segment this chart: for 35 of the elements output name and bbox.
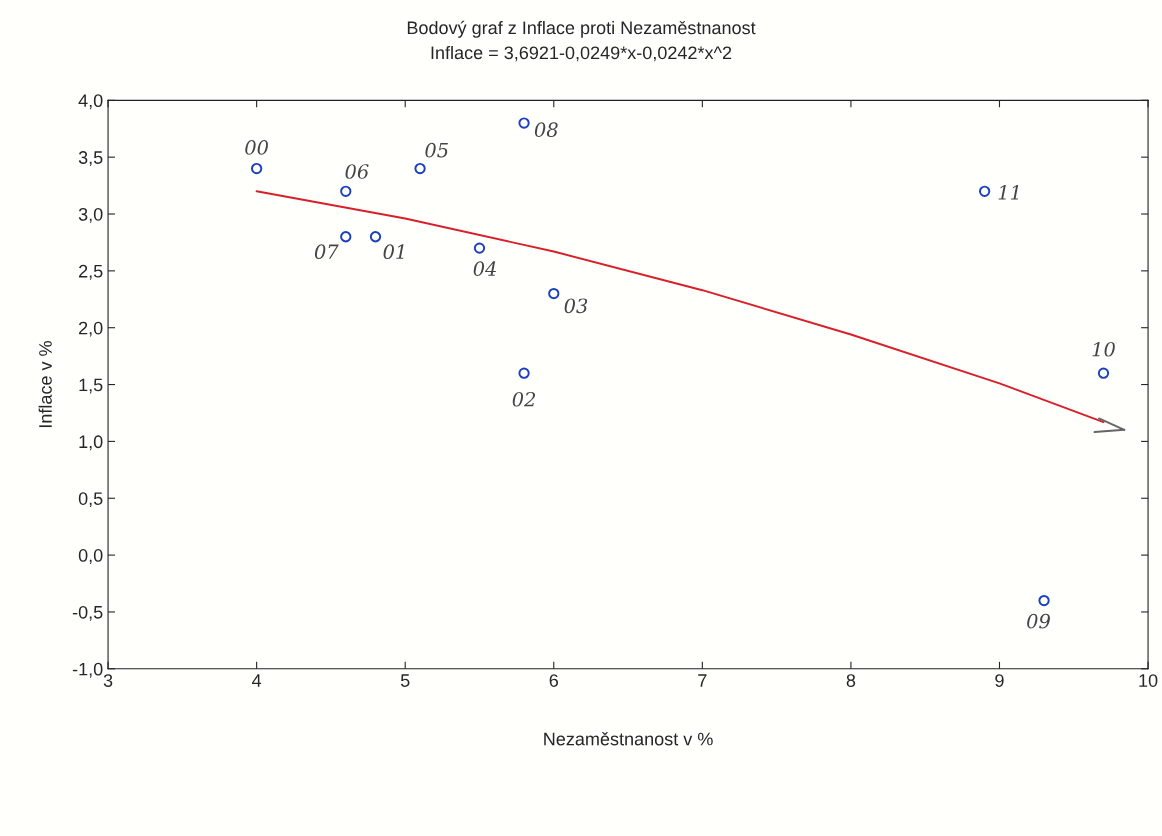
chart-title: Bodový graf z Inflace proti Nezaměstnanost: [407, 20, 756, 38]
y-tick-label: 1,5: [79, 378, 103, 394]
annotation: 06: [345, 164, 369, 179]
x-tick-label: 7: [698, 674, 707, 687]
y-tick-label: 0,5: [78, 492, 103, 508]
y-tick-label: 4,0: [78, 94, 103, 110]
y-tick-label: 1,0: [79, 435, 103, 451]
annotation: 05: [425, 142, 448, 158]
y-tick-label: 2,5: [79, 264, 103, 280]
annotation: 08: [534, 122, 558, 138]
annotation: 01: [383, 244, 404, 260]
x-tick-label: 8: [846, 674, 856, 687]
chart-subtitle: Inflace = 3,6921-0,0249*x-0,0242*x^2: [431, 45, 732, 62]
y-tick-label: -0,5: [72, 605, 103, 621]
annotation: 00: [245, 140, 268, 155]
annotation: 07: [314, 244, 339, 260]
x-tick-label: 9: [995, 674, 1004, 687]
annotation: 11: [998, 184, 1019, 200]
annotation: 09: [1027, 613, 1050, 629]
y-tick-label: 2,0: [79, 321, 103, 337]
x-tick-label: 5: [400, 674, 410, 687]
x-tick-label: 6: [549, 674, 558, 687]
annotation: 02: [512, 391, 536, 407]
annotation: 03: [564, 298, 588, 314]
x-axis-title: Nezaměstnanost v %: [544, 732, 713, 746]
y-tick-label: 0,0: [78, 549, 103, 564]
annotation: 10: [1092, 341, 1115, 357]
y-tick-label: -1,0: [72, 662, 103, 678]
y-tick-label: 3,0: [78, 207, 103, 223]
y-tick-label: 3,5: [78, 151, 103, 167]
x-tick-label: 10: [1139, 674, 1158, 687]
annotation: 04: [473, 261, 496, 276]
y-axis-title: Inflace v %: [38, 341, 52, 428]
x-tick-label: 4: [252, 674, 262, 687]
x-tick-label: 3: [103, 674, 113, 687]
